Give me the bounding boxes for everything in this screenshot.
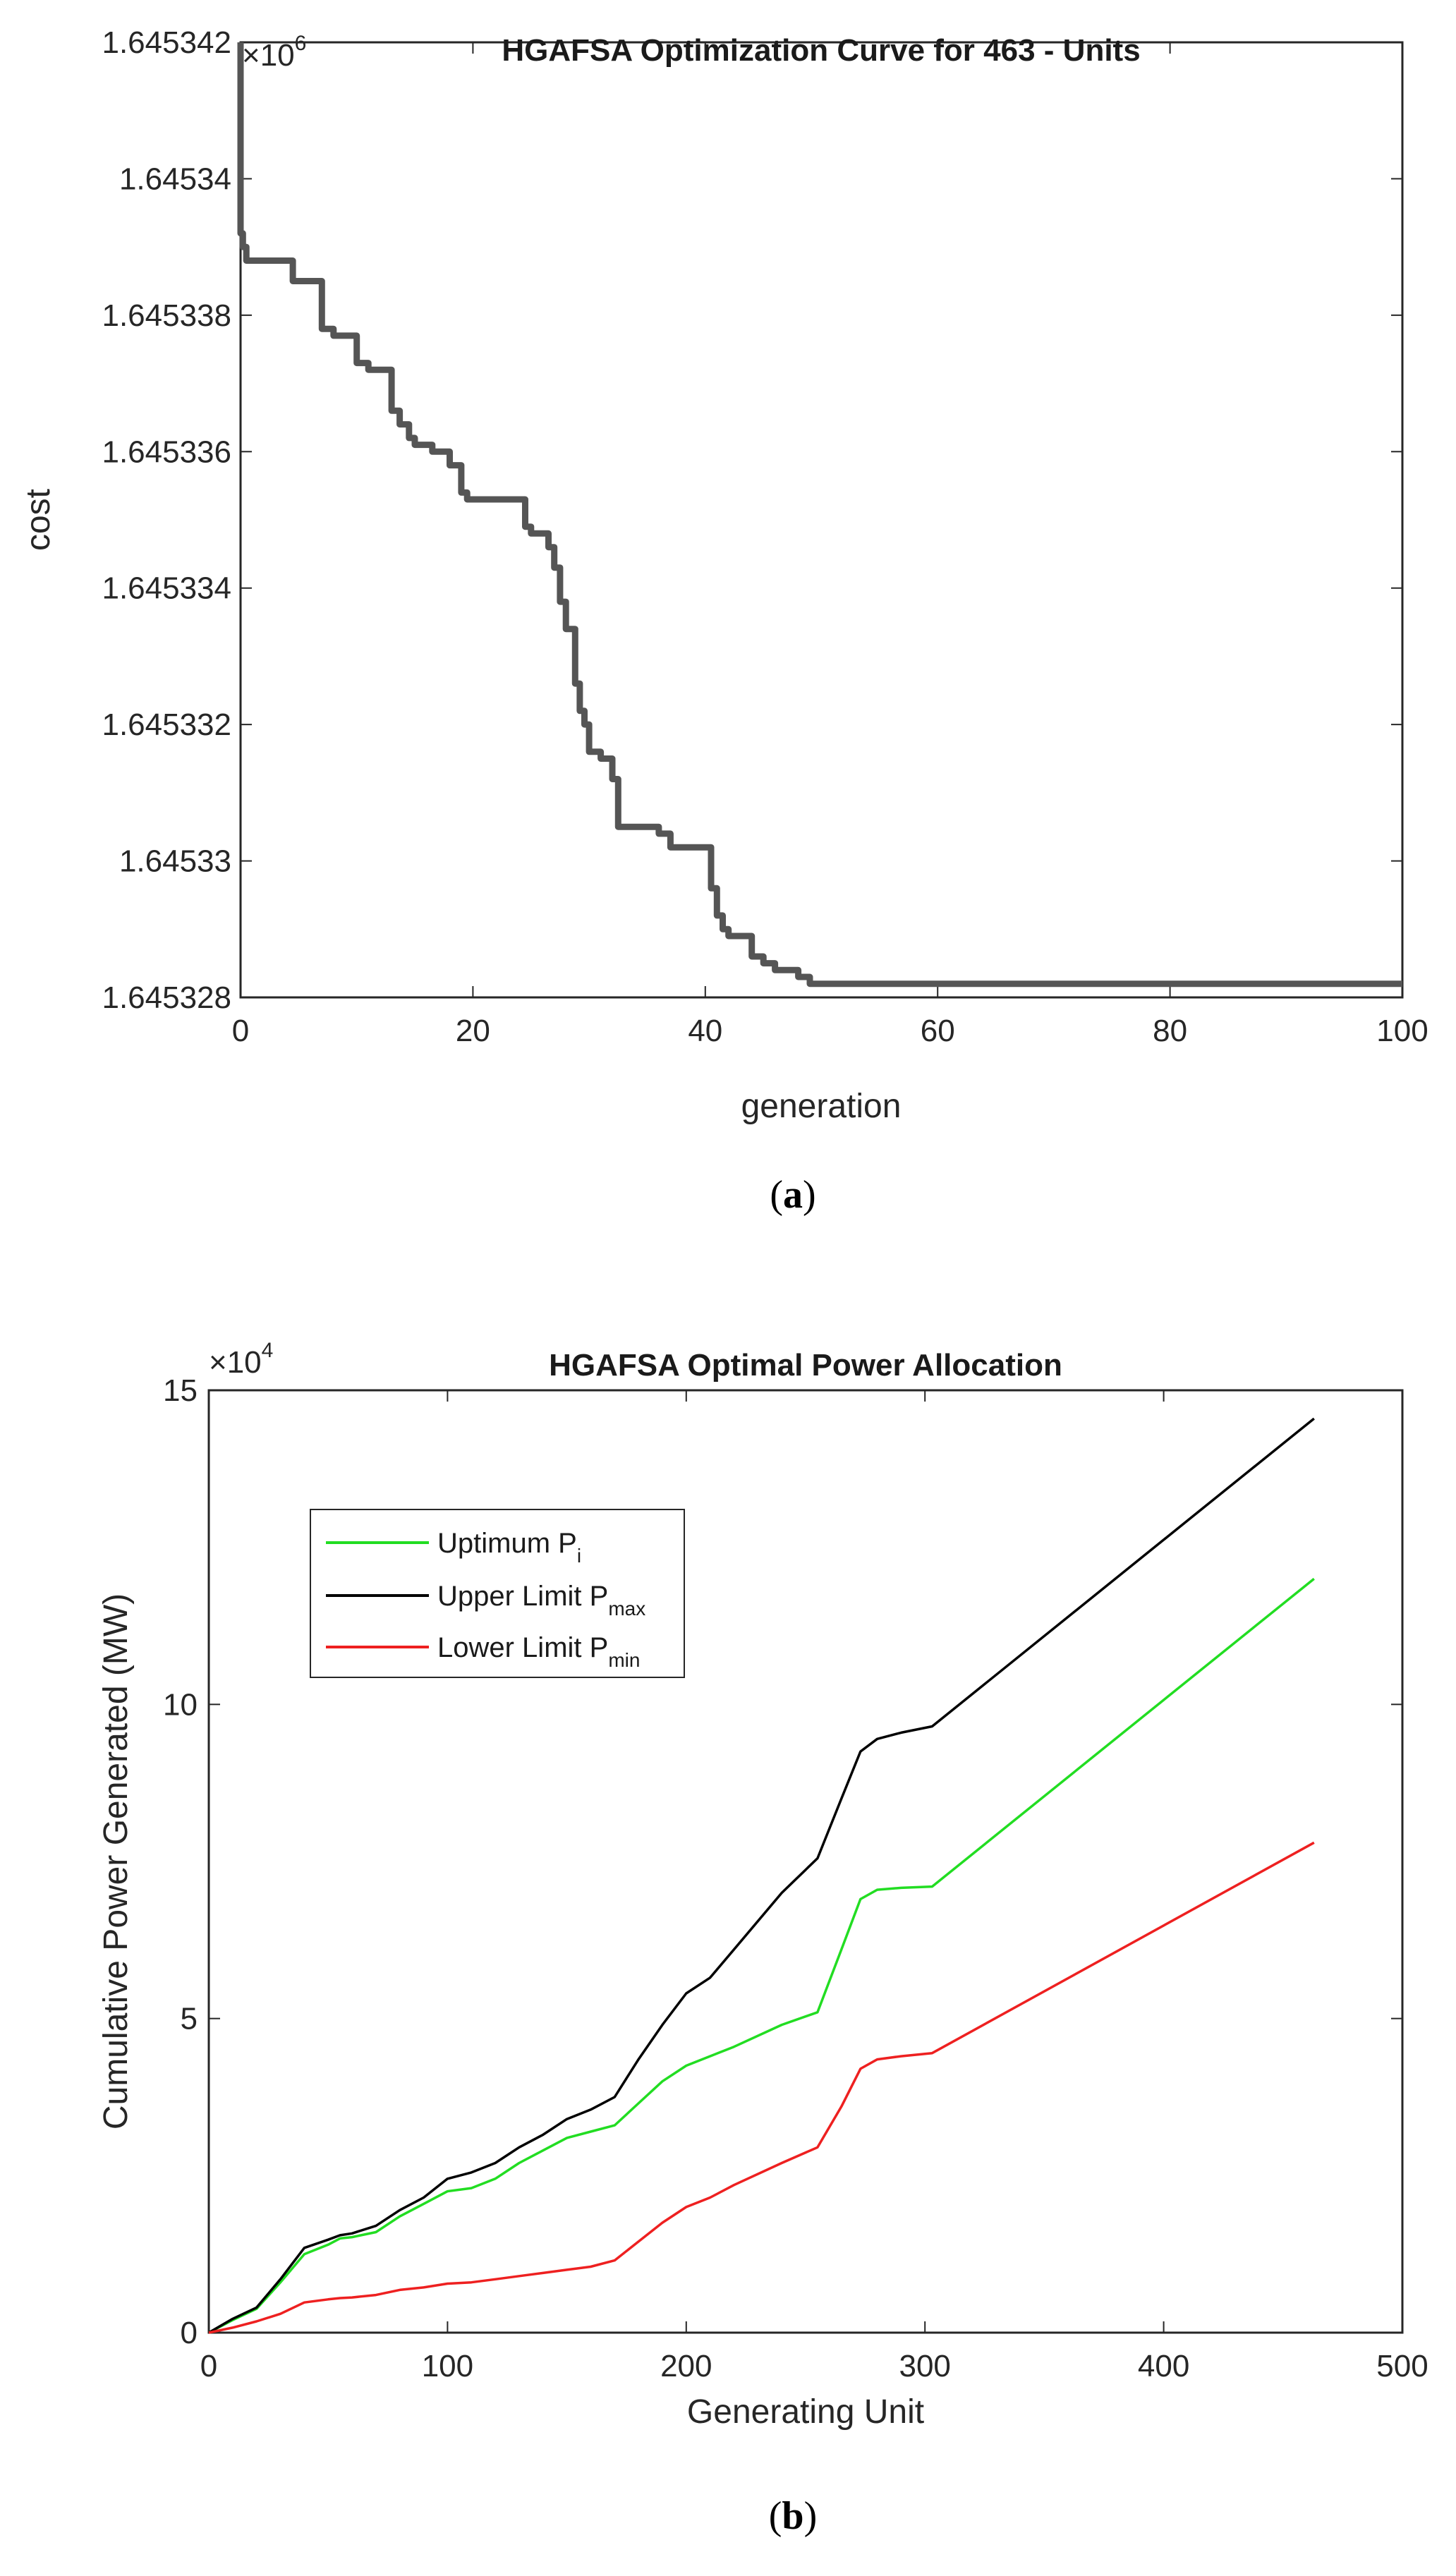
panel-a-xtick-label: 20: [456, 1014, 490, 1048]
panel-a-ytick-label: 1.645334: [102, 571, 231, 606]
panel-b-xtick-label: 500: [1376, 2349, 1428, 2383]
panel-b-ylabel: Cumulative Power Generated (MW): [97, 1593, 135, 2130]
panel-a-series-line-0: [237, 42, 1402, 988]
panel-a-ytick-label: 1.645332: [102, 707, 231, 742]
panel-b-series-line-2: [208, 1841, 1315, 2334]
panel-b-ytick-label: 0: [181, 2316, 198, 2350]
panel-a-ytick-label: 1.64534: [119, 162, 231, 196]
panel-a-ytick-label: 1.645336: [102, 435, 231, 469]
panel-b-ytick-label: 15: [163, 1373, 198, 1408]
panel-a-chart: HGAFSA Optimization Curve for 463 - Unit…: [20, 25, 1428, 1217]
panel-a-xtick-label: 80: [1153, 1014, 1187, 1048]
panel-b-series: [208, 1417, 1315, 2334]
panel-a-xtick-label: 60: [921, 1014, 955, 1048]
panel-b-series-line-1: [208, 1417, 1315, 2334]
panel-b-title: HGAFSA Optimal Power Allocation: [549, 1348, 1062, 1383]
legend-label-optimum: Uptimum Pi: [437, 1528, 581, 1567]
panel-b-ytick-label: 5: [181, 2002, 198, 2036]
panel-b-ticks: 0 100 200 300 400 500 0 5 10 15: [163, 1373, 1428, 2383]
panel-a-ticks: 0 20 40 60 80 100 1.645328 1.64533 1.645332 1.645…: [102, 25, 1428, 1048]
panel-b-ytick-label: 10: [163, 1687, 198, 1722]
panel-b-caption: (b): [769, 2494, 817, 2538]
panel-a-title: HGAFSA Optimization Curve for 463 - Unit…: [502, 33, 1140, 68]
panel-a-ytick-label: 1.64533: [119, 844, 231, 879]
panel-a-axes-box: [239, 41, 1404, 999]
panel-b-xtick-label: 300: [899, 2349, 950, 2383]
legend-label-lower: Lower Limit Pmin: [437, 1632, 640, 1671]
panel-a-exponent: ×106: [242, 32, 306, 73]
panel-a-xlabel: generation: [741, 1088, 902, 1125]
panel-a-ytick-label: 1.645338: [102, 298, 231, 333]
panel-b-series-line-0: [208, 1577, 1315, 2334]
legend-box: [310, 1509, 685, 1678]
panel-a-ylabel: cost: [20, 489, 57, 551]
panel-b-xlabel: Generating Unit: [687, 2393, 924, 2431]
panel-a-xtick-label: 100: [1376, 1014, 1428, 1048]
panel-a-caption: (a): [770, 1173, 815, 1217]
legend-label-upper: Upper Limit Pmax: [437, 1581, 645, 1620]
panel-b-chart: HGAFSA Optimal Power Allocation ×104 0 10…: [97, 1339, 1428, 2538]
panel-b-exponent: ×104: [209, 1339, 273, 1380]
panel-b-xtick-label: 200: [660, 2349, 712, 2383]
panel-b-xtick-label: 400: [1138, 2349, 1189, 2383]
panel-a-ytick-label: 1.645328: [102, 980, 231, 1015]
panel-b-xtick-label: 100: [422, 2349, 473, 2383]
panel-b-xtick-label: 0: [200, 2349, 217, 2383]
panel-a-xtick-label: 0: [232, 1014, 249, 1048]
panel-a-ytick-label: 1.645342: [102, 25, 231, 60]
panel-b-legend: Uptimum Pi Upper Limit Pmax Lower Limit …: [310, 1509, 685, 1678]
panel-a-series: [237, 42, 1402, 988]
panel-a-xtick-label: 40: [688, 1014, 722, 1048]
